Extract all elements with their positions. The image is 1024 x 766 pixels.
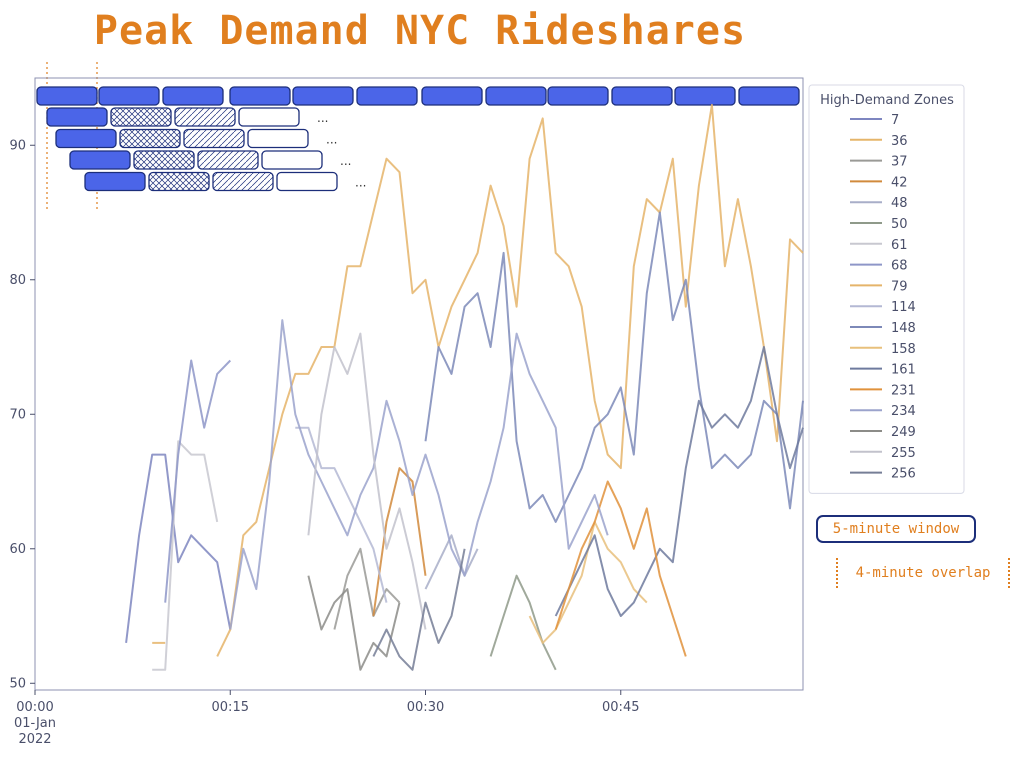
window-diagram: ............ — [36, 62, 800, 212]
window-block — [485, 86, 547, 106]
legend-entry-68: 68 — [891, 259, 908, 274]
window-block — [674, 86, 736, 106]
window-ellipsis: ... — [340, 154, 351, 168]
window-block-crosshatch — [148, 171, 210, 192]
window-block-crosshatch — [110, 107, 172, 127]
legend-entry-255: 255 — [891, 446, 916, 461]
series-line-7 — [125, 453, 232, 644]
overlap-annotation: 4-minute overlap — [836, 558, 1010, 588]
legend-box — [808, 84, 965, 494]
series-line-255 — [307, 332, 427, 630]
window-block-hatch — [174, 107, 236, 127]
series-line-42 — [372, 467, 427, 617]
series-line-68 — [164, 359, 232, 603]
chart-title: Peak Demand NYC Rideshares — [93, 8, 747, 54]
legend-entry-148: 148 — [891, 321, 916, 336]
window-ellipsis: ... — [326, 133, 337, 147]
series-line-256 — [372, 548, 466, 671]
x-tick-sublabel: 01-Jan — [14, 716, 56, 731]
legend-entry-50: 50 — [891, 217, 908, 232]
legend-entry-36: 36 — [891, 134, 908, 149]
window-block — [292, 86, 354, 106]
series-line-161 — [554, 346, 804, 617]
y-tick-label: 70 — [9, 407, 26, 422]
series-line-158 — [528, 520, 648, 644]
series-lines — [125, 103, 804, 671]
legend-entry-249: 249 — [891, 425, 916, 440]
window-block — [229, 86, 291, 106]
window-block-filled — [84, 171, 146, 192]
window-block-hatch — [212, 171, 274, 192]
legend-entry-37: 37 — [891, 155, 908, 170]
window-ellipsis: ... — [355, 176, 366, 190]
x-tick-label: 00:15 — [212, 700, 249, 715]
window-block — [356, 86, 418, 106]
window-block — [738, 86, 800, 106]
series-line-50 — [489, 574, 557, 671]
window-block — [421, 86, 483, 106]
window-block-filled — [69, 150, 131, 170]
legend-entry-61: 61 — [891, 238, 908, 253]
window-block — [611, 86, 673, 106]
series-line-114 — [295, 426, 388, 603]
legend-entry-158: 158 — [891, 342, 916, 357]
legend-entry-7: 7 — [891, 113, 899, 128]
window-ellipsis: ... — [317, 111, 328, 125]
legend-entry-79: 79 — [891, 279, 908, 294]
window-block-empty — [247, 128, 309, 149]
series-line-234 — [229, 319, 609, 630]
y-tick-label: 90 — [9, 138, 26, 153]
legend-entry-256: 256 — [891, 467, 916, 482]
legend-entry-42: 42 — [891, 175, 908, 190]
x-tick-label: 00:45 — [602, 700, 639, 715]
series-line-61 — [152, 440, 219, 671]
window-block — [162, 86, 224, 106]
legend-entry-234: 234 — [891, 404, 916, 419]
legend-entry-231: 231 — [891, 383, 916, 398]
window-annotation: 5-minute window — [816, 515, 976, 543]
legend-title: High-Demand Zones — [820, 93, 954, 108]
window-block-filled — [55, 128, 117, 149]
y-tick-label: 80 — [9, 273, 26, 288]
window-block — [98, 86, 160, 106]
legend: High-Demand Zones 7 36 37 42 48 50 61 68 79 114 148… — [808, 84, 965, 494]
y-tick-label: 50 — [9, 676, 26, 691]
x-tick-label: 00:30 — [407, 700, 444, 715]
series-line-37 — [333, 547, 401, 630]
x-tick-label: 00:00 — [16, 700, 53, 715]
series-line-231 — [554, 480, 687, 657]
legend-entry-48: 48 — [891, 196, 908, 211]
window-block-hatch — [183, 128, 245, 149]
series-line-48 — [424, 534, 479, 590]
x-tick-sublabel-year: 2022 — [18, 732, 51, 747]
window-block — [547, 86, 609, 106]
window-block — [36, 86, 98, 106]
window-block-crosshatch — [133, 150, 195, 170]
window-block-crosshatch — [119, 128, 181, 149]
window-block-empty — [238, 107, 300, 127]
window-block-hatch — [197, 150, 259, 170]
y-tick-label: 60 — [9, 542, 26, 557]
series-line-249 — [307, 575, 401, 671]
plot-frame — [34, 77, 804, 691]
legend-entry-161: 161 — [891, 363, 916, 378]
window-block-empty — [261, 150, 323, 170]
legend-entry-114: 114 — [891, 300, 916, 315]
series-line-79 — [216, 103, 804, 657]
window-block-empty — [276, 171, 338, 192]
window-block-filled — [46, 107, 108, 127]
series-line-148 — [424, 211, 804, 523]
